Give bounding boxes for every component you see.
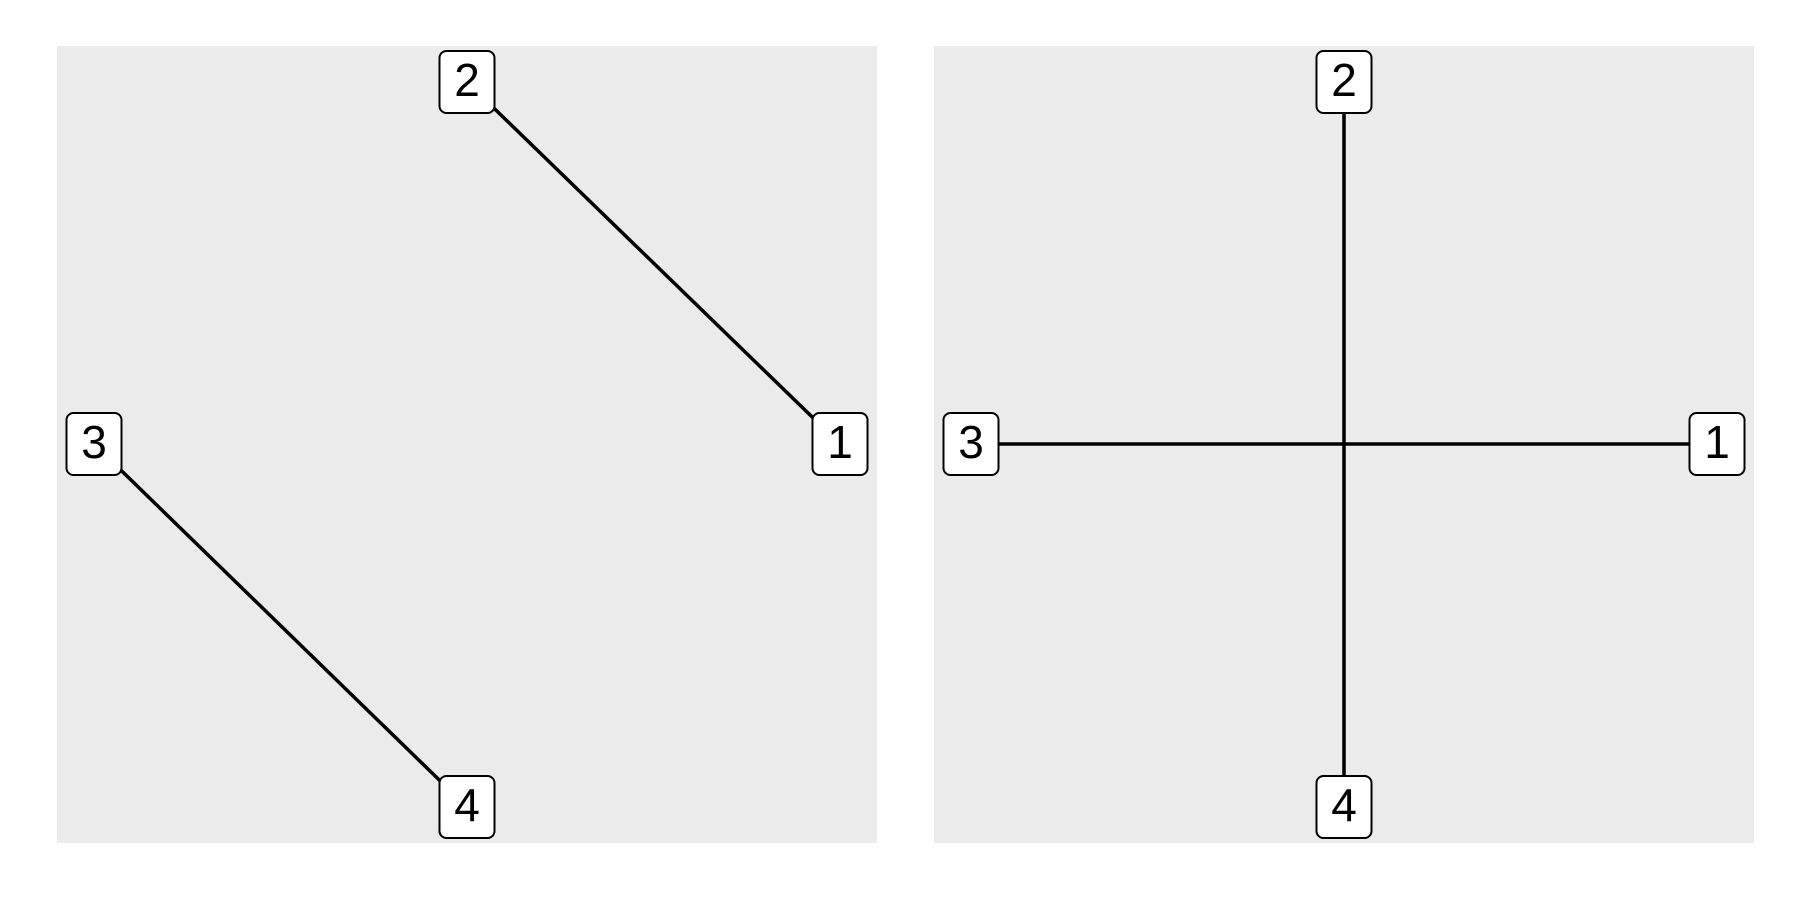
node-1: 1: [1688, 412, 1746, 476]
node-label: 4: [454, 779, 480, 831]
node-box: [65, 412, 123, 476]
edge-2-1: [465, 80, 842, 446]
node-label: 3: [81, 416, 107, 468]
node-box: [942, 412, 1000, 476]
left-panel-edges: [92, 80, 842, 809]
left-panel-background: [57, 46, 877, 843]
node-label: 3: [958, 416, 984, 468]
node-box: [1315, 775, 1373, 839]
node-label: 4: [1331, 779, 1357, 831]
node-1: 1: [811, 412, 869, 476]
right-diagram-panel: 1 2 3 4: [934, 46, 1754, 843]
node-label: 2: [454, 54, 480, 106]
node-box: [1315, 50, 1373, 114]
right-panel-nodes: 1 2 3 4: [942, 50, 1746, 839]
edge-3-4: [92, 442, 469, 809]
left-diagram-panel: 1 2 3 4: [57, 46, 877, 843]
node-4: 4: [1315, 775, 1373, 839]
node-label: 1: [827, 416, 853, 468]
node-2: 2: [438, 50, 496, 114]
right-panel-edges: [971, 82, 1717, 807]
node-label: 1: [1704, 416, 1730, 468]
node-label: 2: [1331, 54, 1357, 106]
node-box: [1688, 412, 1746, 476]
node-3: 3: [942, 412, 1000, 476]
node-box: [811, 412, 869, 476]
node-4: 4: [438, 775, 496, 839]
left-panel-nodes: 1 2 3 4: [65, 50, 869, 839]
node-3: 3: [65, 412, 123, 476]
node-box: [438, 775, 496, 839]
node-2: 2: [1315, 50, 1373, 114]
node-box: [438, 50, 496, 114]
